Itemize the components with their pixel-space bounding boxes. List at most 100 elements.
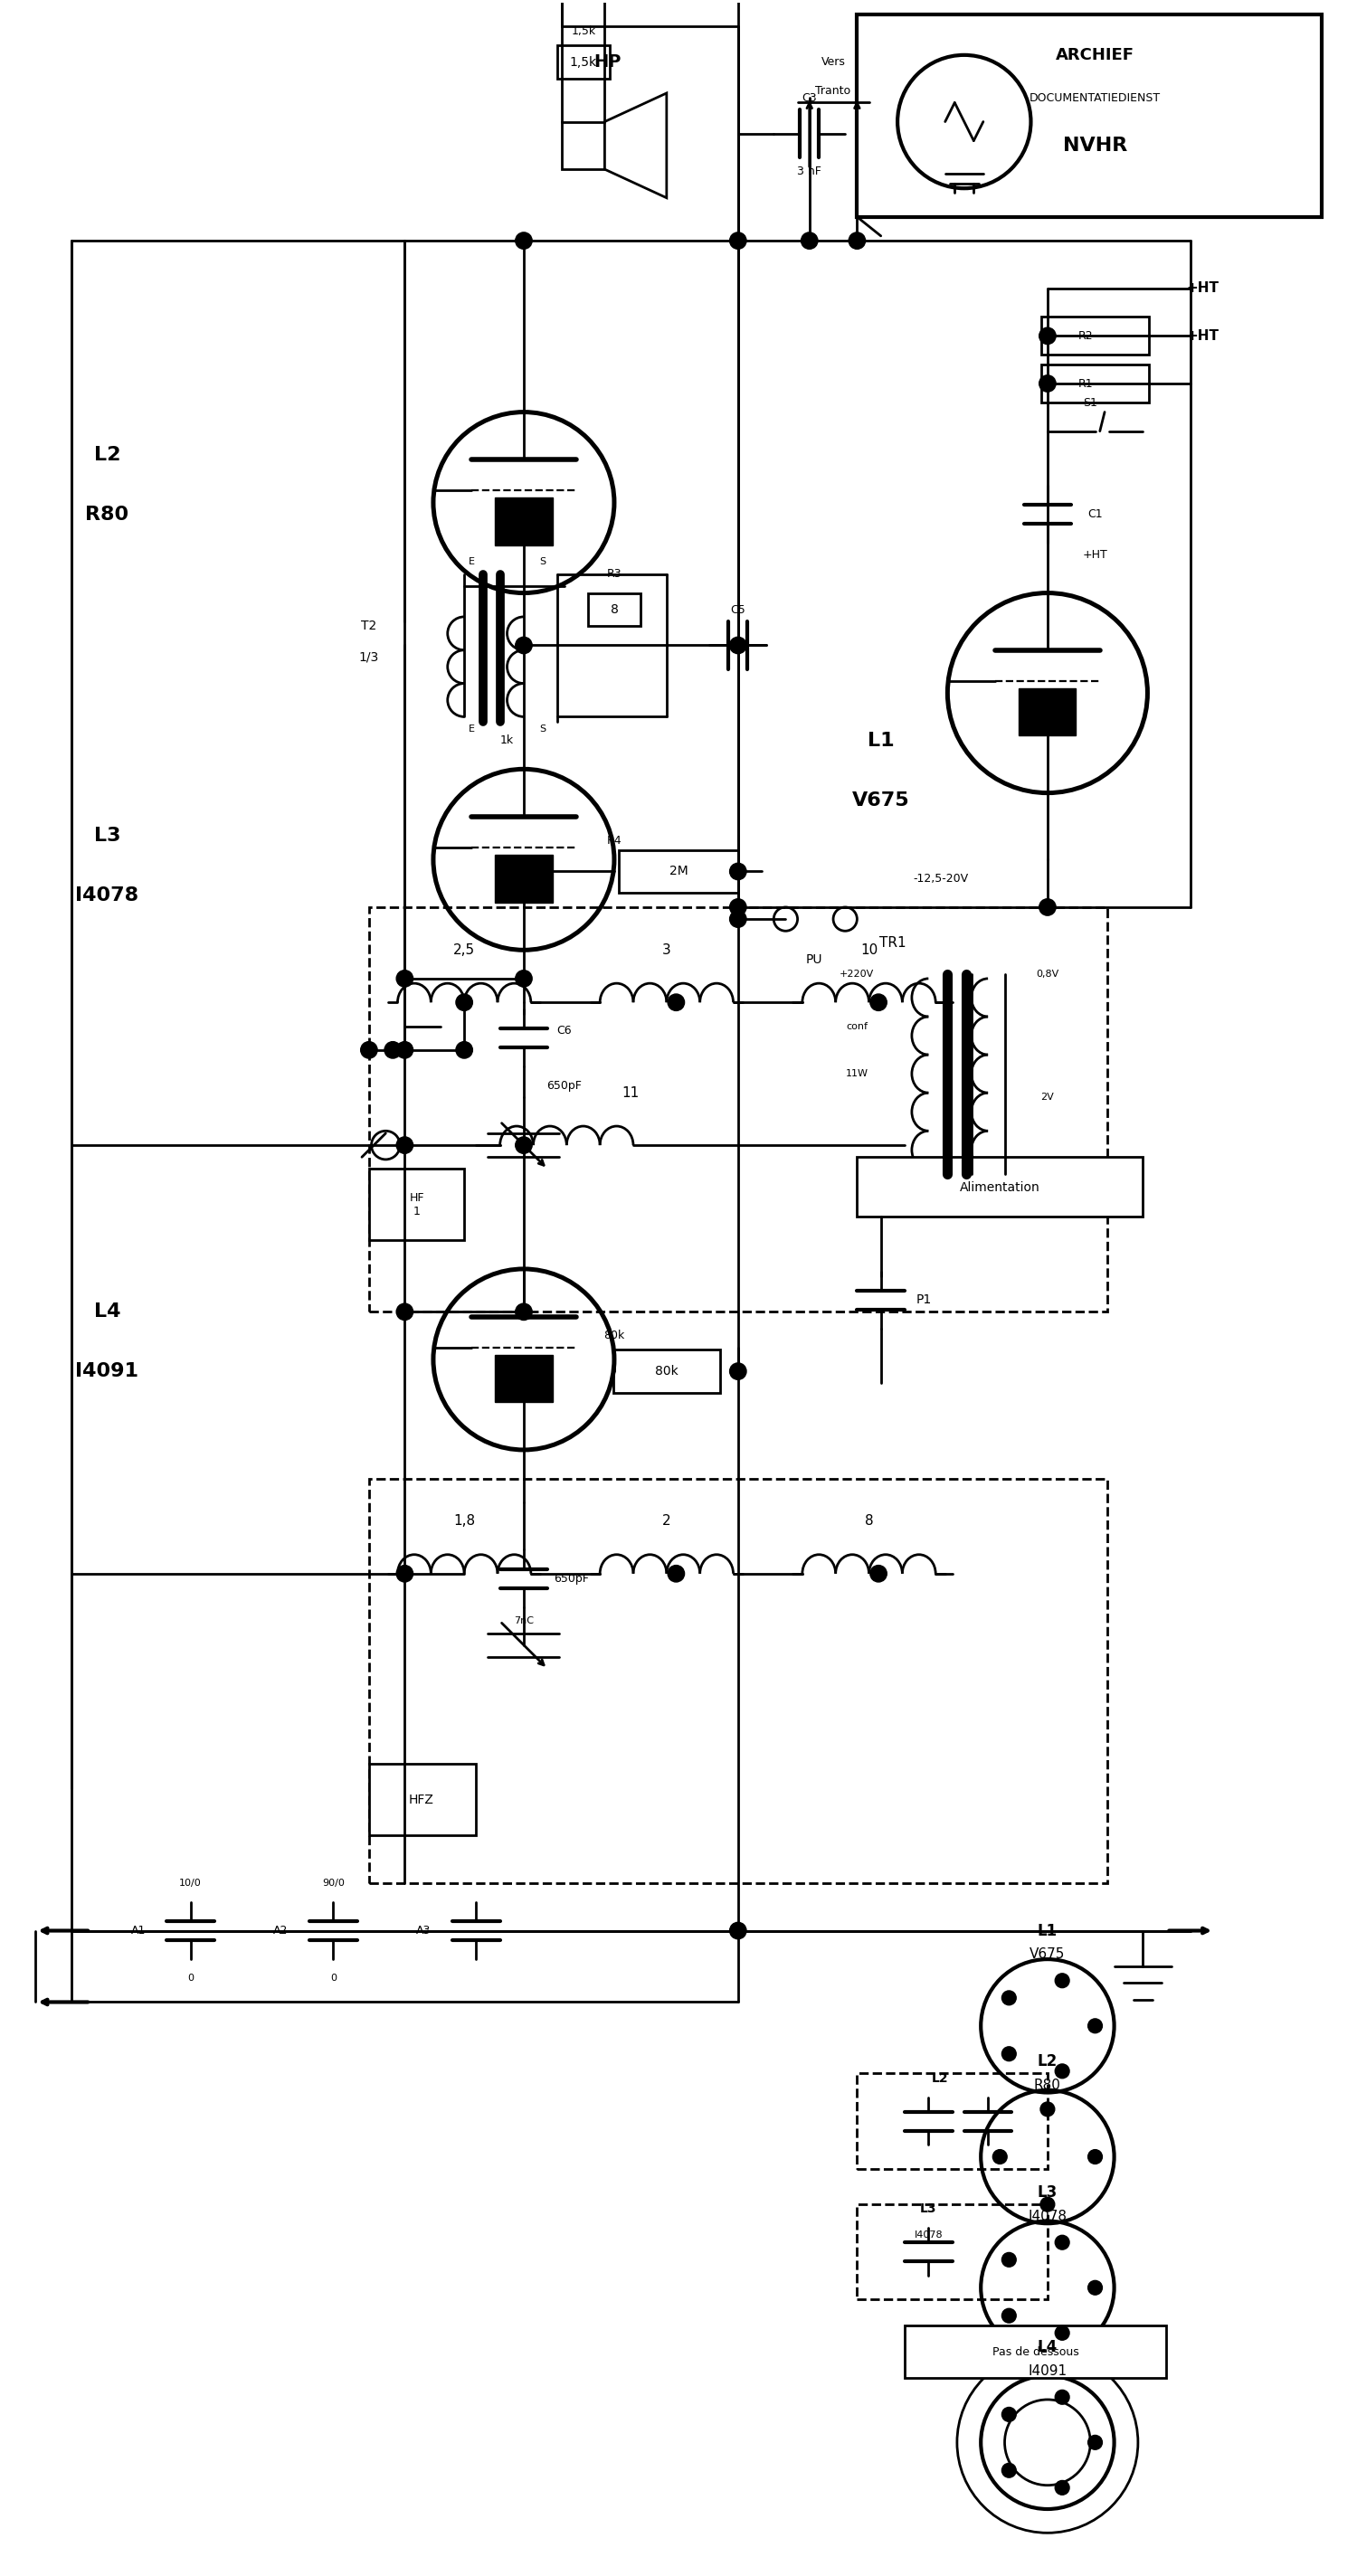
Bar xyxy=(495,855,552,902)
Bar xyxy=(369,1479,1107,1883)
Text: 0: 0 xyxy=(330,1973,337,1984)
Text: 11W: 11W xyxy=(845,1069,868,1079)
Circle shape xyxy=(396,971,413,987)
Text: conf: conf xyxy=(847,1023,868,1030)
Circle shape xyxy=(870,994,887,1010)
Bar xyxy=(858,2074,1048,2169)
Circle shape xyxy=(730,863,746,881)
Circle shape xyxy=(1088,2020,1102,2032)
Text: L4: L4 xyxy=(94,1303,121,1321)
Text: +HT: +HT xyxy=(1186,330,1219,343)
Text: S: S xyxy=(540,556,546,567)
Text: 2: 2 xyxy=(662,1515,670,1528)
Text: 650pF: 650pF xyxy=(547,1079,582,1092)
Circle shape xyxy=(730,1922,746,1940)
Circle shape xyxy=(1039,899,1056,914)
Text: R1: R1 xyxy=(1077,379,1094,389)
Text: E: E xyxy=(468,724,475,734)
Text: -12,5-20V: -12,5-20V xyxy=(913,873,968,884)
Text: +220V: +220V xyxy=(840,969,874,979)
Circle shape xyxy=(1001,2409,1016,2421)
Text: +HT: +HT xyxy=(1083,549,1107,562)
Text: S: S xyxy=(540,724,546,734)
Circle shape xyxy=(870,1566,887,1582)
Bar xyxy=(858,15,1322,216)
Text: T2: T2 xyxy=(361,621,377,634)
Circle shape xyxy=(516,232,532,250)
Text: I4078: I4078 xyxy=(76,886,138,904)
Text: R80: R80 xyxy=(1034,2079,1061,2092)
Text: 1,8: 1,8 xyxy=(453,1515,475,1528)
Circle shape xyxy=(1001,2463,1016,2478)
Circle shape xyxy=(1056,2481,1069,2494)
Text: 2V: 2V xyxy=(1041,1092,1054,1103)
Bar xyxy=(858,2205,1048,2300)
Text: L4: L4 xyxy=(1038,2339,1057,2354)
Bar xyxy=(1042,363,1148,402)
Text: 80k: 80k xyxy=(604,1329,624,1342)
Circle shape xyxy=(730,232,746,250)
Circle shape xyxy=(361,1041,377,1059)
Text: Alimentation: Alimentation xyxy=(959,1182,1039,1195)
Circle shape xyxy=(1041,2197,1054,2213)
Circle shape xyxy=(1001,2308,1016,2324)
Text: L2: L2 xyxy=(932,2071,949,2084)
Text: S1: S1 xyxy=(1083,397,1098,410)
Bar xyxy=(613,1350,721,1394)
Text: 11: 11 xyxy=(622,1087,639,1100)
Text: HF
1: HF 1 xyxy=(410,1193,425,1218)
Circle shape xyxy=(993,2148,1007,2164)
Text: 90/0: 90/0 xyxy=(322,1878,345,1888)
Text: L2: L2 xyxy=(94,446,121,464)
Text: V675: V675 xyxy=(1030,1947,1065,1960)
Bar xyxy=(562,121,605,170)
Circle shape xyxy=(1056,2391,1069,2403)
Text: TR1: TR1 xyxy=(879,935,906,951)
Text: L3: L3 xyxy=(94,827,121,845)
Circle shape xyxy=(1056,2236,1069,2249)
Circle shape xyxy=(1088,2280,1102,2295)
Text: C5: C5 xyxy=(730,603,745,616)
Text: E: E xyxy=(468,556,475,567)
Text: P1: P1 xyxy=(916,1293,931,1306)
Text: L3: L3 xyxy=(920,2202,936,2215)
Circle shape xyxy=(1041,2102,1054,2117)
Bar xyxy=(858,1157,1143,1216)
Bar xyxy=(1042,317,1148,355)
Text: C6: C6 xyxy=(556,1025,571,1036)
Circle shape xyxy=(1001,2251,1016,2267)
Text: L3: L3 xyxy=(1038,2184,1057,2200)
Circle shape xyxy=(1088,2148,1102,2164)
Bar xyxy=(905,2326,1167,2378)
Circle shape xyxy=(1056,2063,1069,2079)
Text: 80k: 80k xyxy=(655,1365,678,1378)
Text: Tranto: Tranto xyxy=(816,85,851,98)
Text: L1: L1 xyxy=(867,732,894,750)
Circle shape xyxy=(516,636,532,654)
Polygon shape xyxy=(605,93,666,198)
Circle shape xyxy=(668,994,684,1010)
Text: 2,5: 2,5 xyxy=(453,943,475,956)
Text: C3: C3 xyxy=(802,93,817,103)
Circle shape xyxy=(848,232,866,250)
Text: Vers: Vers xyxy=(821,57,845,67)
Text: 2M: 2M xyxy=(669,866,688,878)
Text: L1: L1 xyxy=(1038,1922,1057,1940)
Text: 8: 8 xyxy=(864,1515,874,1528)
Text: HP: HP xyxy=(593,54,620,70)
Bar xyxy=(495,497,552,546)
Text: 3: 3 xyxy=(662,943,670,956)
Circle shape xyxy=(516,1136,532,1154)
Text: A2: A2 xyxy=(274,1924,288,1937)
Circle shape xyxy=(516,971,532,987)
Text: I4078: I4078 xyxy=(915,2231,943,2241)
Circle shape xyxy=(1056,1973,1069,1989)
Circle shape xyxy=(1001,2048,1016,2061)
Circle shape xyxy=(801,232,818,250)
Bar xyxy=(369,1765,476,1837)
Circle shape xyxy=(456,1041,472,1059)
Bar xyxy=(369,907,1107,1311)
Text: 10/0: 10/0 xyxy=(179,1878,202,1888)
Circle shape xyxy=(730,636,746,654)
Circle shape xyxy=(1056,2326,1069,2339)
